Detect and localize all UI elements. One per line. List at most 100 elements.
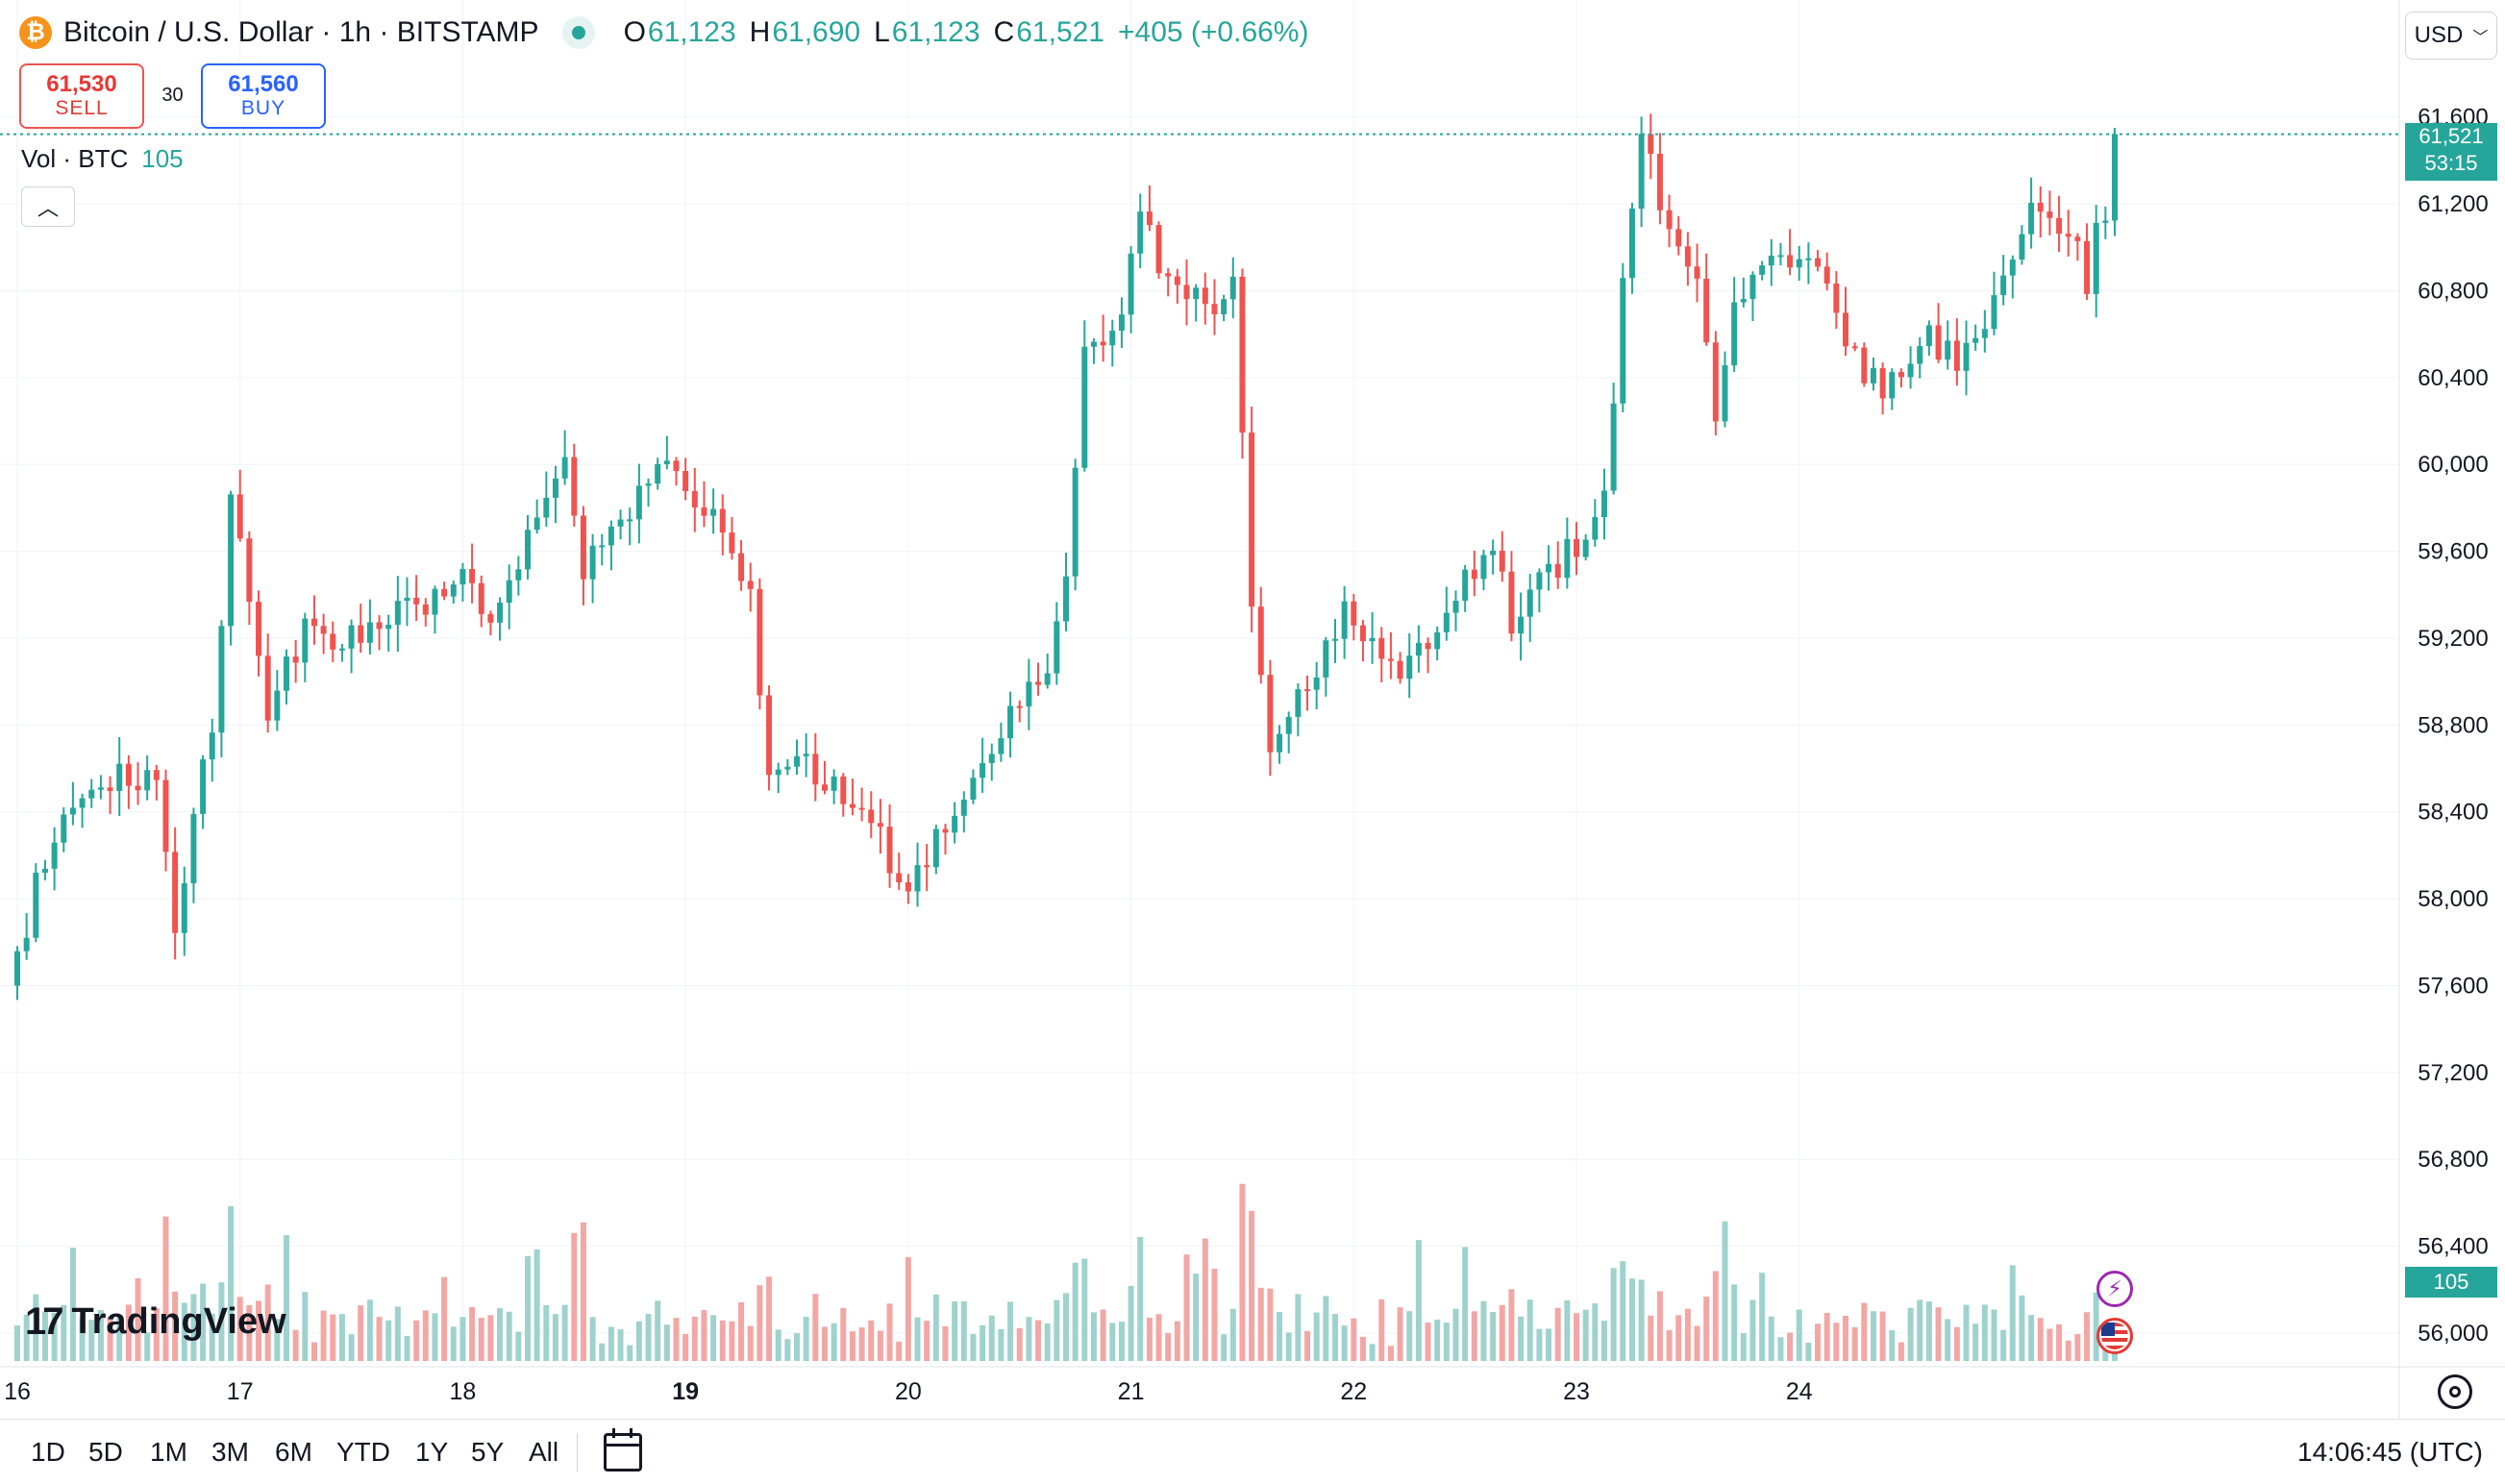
volume-bar — [1582, 1309, 1589, 1361]
volume-bar — [571, 1232, 578, 1361]
candle-body — [459, 569, 466, 585]
volume-bar — [1879, 1311, 1886, 1361]
volume-bar — [2074, 1334, 2081, 1361]
candle-body — [738, 553, 745, 581]
volume-bar — [125, 1304, 132, 1361]
chevron-up-icon: ︿ — [37, 196, 59, 220]
candle-body — [710, 508, 717, 516]
range-1d[interactable]: 1D — [31, 1437, 65, 1467]
volume-bar — [1443, 1323, 1450, 1361]
volume-bar — [1694, 1325, 1700, 1361]
candle-body — [41, 868, 48, 874]
price-tick-label: 59,200 — [2418, 626, 2488, 652]
time-tick-label: 18 — [450, 1378, 477, 1405]
candle-body — [682, 471, 689, 491]
candle-body — [960, 799, 967, 816]
calendar-compare-icon[interactable] — [604, 1428, 642, 1472]
volume-bar — [1415, 1240, 1422, 1361]
chart-grid — [0, 0, 2399, 1367]
candle-body — [1879, 368, 1886, 399]
us-flag-icon[interactable] — [2096, 1318, 2133, 1354]
range-1y[interactable]: 1Y — [415, 1437, 449, 1467]
volume-bar — [1341, 1325, 1348, 1361]
volume-bar — [1731, 1284, 1738, 1361]
candle-body — [1907, 363, 1914, 378]
volume-bar — [61, 1304, 67, 1361]
volume-bar — [1712, 1271, 1719, 1361]
candle-body — [1712, 342, 1719, 422]
currency-label: USD — [2414, 22, 2464, 48]
volume-bar — [1202, 1238, 1208, 1361]
volume-bar — [1471, 1311, 1477, 1361]
time-axis[interactable]: 16 17 18 19 20 21 22 23 24 — [4, 1378, 1813, 1405]
symbol-title[interactable]: Bitcoin / U.S. Dollar · 1h · BITSTAMP — [63, 16, 539, 48]
candle-body — [1805, 258, 1812, 260]
candle-body — [1508, 571, 1515, 634]
volume-bar — [729, 1321, 735, 1361]
last-price-value: 61,521 — [2418, 124, 2484, 148]
change-value: +405 (+0.66%) — [1118, 16, 1309, 48]
market-status-icon — [571, 26, 585, 39]
candle-body — [172, 852, 179, 933]
candle-body — [729, 532, 735, 554]
symbol-header: ₿ Bitcoin / U.S. Dollar · 1h · BITSTAMP … — [19, 13, 1308, 52]
volume-bar — [1229, 1308, 1236, 1361]
volume-bar — [1063, 1293, 1069, 1361]
volume-bar — [543, 1304, 550, 1361]
volume-bar — [988, 1315, 995, 1361]
tradingview-logo[interactable]: 17 TradingView — [25, 1298, 286, 1346]
candle-body — [1100, 341, 1106, 346]
candle-body — [23, 937, 30, 952]
volume-bar — [877, 1330, 883, 1361]
sell-button[interactable]: 61,530 SELL — [19, 63, 144, 129]
range-3m[interactable]: 3M — [211, 1437, 249, 1467]
price-chart[interactable]: 56,000 56,400 56,800 57,200 57,600 58,000 58,4… — [0, 0, 2505, 1419]
candle-body — [478, 582, 484, 614]
candle-body — [413, 597, 420, 605]
buy-button[interactable]: 61,560 BUY — [201, 63, 326, 129]
range-6m[interactable]: 6M — [275, 1437, 312, 1467]
candle-body — [264, 655, 271, 721]
buy-price: 61,560 — [228, 71, 299, 97]
volume-bar — [1452, 1308, 1459, 1361]
volume-bar — [200, 1283, 207, 1361]
candle-body — [1666, 210, 1673, 230]
price-tick-label: 60,000 — [2418, 452, 2488, 478]
candle-body — [1592, 517, 1599, 540]
volume-legend[interactable]: Vol · BTC 105 — [21, 144, 184, 174]
candle-body — [236, 494, 243, 539]
volume-bar — [1777, 1337, 1784, 1361]
utc-clock[interactable]: 14:06:45 (UTC) — [2297, 1437, 2483, 1467]
range-5y[interactable]: 5Y — [471, 1437, 505, 1467]
range-1m[interactable]: 1M — [150, 1437, 187, 1467]
range-ytd[interactable]: YTD — [336, 1437, 390, 1467]
volume-bar — [1610, 1268, 1617, 1361]
low-value: 61,123 — [891, 16, 980, 48]
candle-body — [2056, 217, 2063, 235]
volume-bar — [181, 1302, 187, 1361]
range-5d[interactable]: 5D — [88, 1437, 123, 1467]
range-all[interactable]: All — [529, 1437, 559, 1467]
close-key: C — [993, 16, 1015, 48]
candle-body — [246, 538, 253, 603]
close-value: 61,521 — [1016, 16, 1104, 48]
candle-body — [561, 457, 568, 479]
volume-bar — [376, 1317, 383, 1361]
sell-label: SELL — [55, 97, 109, 119]
candle-body — [599, 545, 606, 548]
volume-bar — [1843, 1315, 1849, 1361]
volume-bar — [803, 1317, 809, 1361]
gear-icon[interactable] — [2438, 1374, 2472, 1409]
price-tick-label: 58,400 — [2418, 800, 2488, 826]
currency-selector[interactable]: USD ﹀ — [2405, 12, 2497, 60]
candle-body — [1638, 134, 1645, 210]
volume-bar — [2028, 1315, 2035, 1361]
candle-body — [144, 770, 151, 791]
volume-bar — [209, 1313, 215, 1361]
candle-body — [1026, 681, 1032, 706]
price-axis[interactable]: 56,000 56,400 56,800 57,200 57,600 58,000 58,4… — [2418, 105, 2488, 1347]
collapse-legend-button[interactable]: ︿ — [21, 186, 75, 227]
lightning-icon[interactable]: ⚡ — [2096, 1271, 2133, 1307]
candle-body — [125, 763, 132, 786]
candle-body — [1546, 563, 1552, 573]
